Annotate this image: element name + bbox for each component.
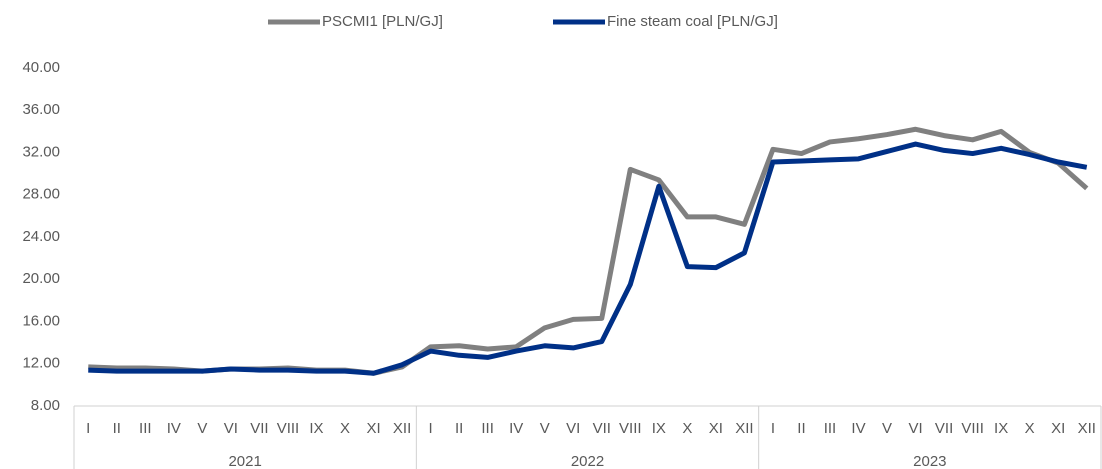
x-tick-label: XI — [1051, 420, 1065, 437]
y-tick-label: 8.00 — [31, 397, 60, 414]
x-tick-label: IV — [167, 420, 181, 437]
y-tick-label: 32.00 — [22, 143, 60, 160]
x-tick-label: VI — [566, 420, 580, 437]
x-tick-label: VIII — [961, 420, 984, 437]
x-group-label: 2022 — [571, 453, 604, 469]
data-line — [88, 126, 1089, 376]
x-tick-label: VII — [250, 420, 268, 437]
x-tick-label: V — [540, 420, 550, 437]
x-tick-label: I — [86, 420, 90, 437]
x-tick-label: III — [139, 420, 152, 437]
x-tick-label: III — [824, 420, 837, 437]
x-tick-label: IV — [509, 420, 523, 437]
x-tick-label: II — [113, 420, 121, 437]
x-tick-label: VIII — [619, 420, 642, 437]
x-tick-label: III — [481, 420, 494, 437]
x-tick-label: II — [455, 420, 463, 437]
y-tick-label: 16.00 — [22, 312, 60, 329]
x-tick-label: VIII — [277, 420, 300, 437]
x-tick-label: VII — [935, 420, 953, 437]
x-tick-label: I — [771, 420, 775, 437]
y-tick-label: 36.00 — [22, 101, 60, 118]
y-tick-label: 40.00 — [22, 59, 60, 76]
x-tick-label: VI — [224, 420, 238, 437]
x-tick-label: X — [1025, 420, 1035, 437]
x-tick-label: XI — [366, 420, 380, 437]
x-group-label: 2023 — [913, 453, 946, 469]
x-group-label: 2021 — [228, 453, 261, 469]
y-tick-label: 12.00 — [22, 355, 60, 372]
x-tick-label: II — [797, 420, 805, 437]
x-tick-label: XII — [735, 420, 753, 437]
x-tick-label: IX — [309, 420, 323, 437]
legend-label: Fine steam coal [PLN/GJ] — [607, 13, 778, 30]
x-tick-label: XII — [393, 420, 411, 437]
x-tick-label: XII — [1078, 420, 1096, 437]
y-tick-label: 24.00 — [22, 228, 60, 245]
x-tick-label: I — [429, 420, 433, 437]
legend-label: PSCMI1 [PLN/GJ] — [322, 13, 443, 30]
x-tick-label: VII — [593, 420, 611, 437]
data-line — [88, 141, 1088, 376]
x-tick-label: IV — [851, 420, 865, 437]
x-tick-label: XI — [709, 420, 723, 437]
x-tick-label: X — [682, 420, 692, 437]
x-tick-label: IX — [652, 420, 666, 437]
x-tick-label: V — [197, 420, 207, 437]
y-tick-label: 20.00 — [22, 270, 60, 287]
x-tick-label: X — [340, 420, 350, 437]
x-tick-label: V — [882, 420, 892, 437]
x-tick-label: IX — [994, 420, 1008, 437]
x-tick-label: VI — [908, 420, 922, 437]
y-tick-label: 28.00 — [22, 186, 60, 203]
